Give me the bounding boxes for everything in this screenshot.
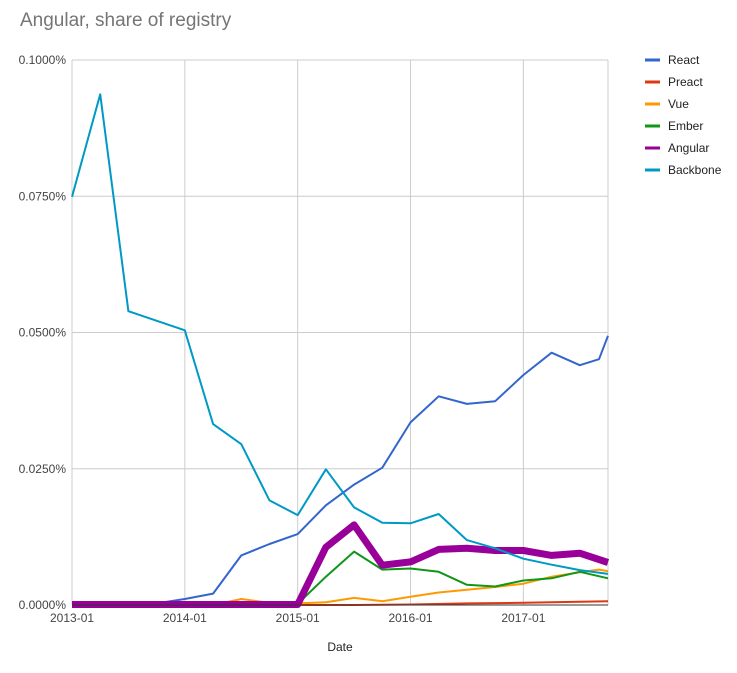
gridlines <box>71 59 609 606</box>
legend-label-vue: Vue <box>668 97 689 111</box>
legend-item-preact[interactable]: Preact <box>645 75 703 89</box>
x-tick-label: 2016-01 <box>389 611 433 625</box>
legend[interactable]: React Preact Vue Ember Angular Backbone <box>645 53 722 177</box>
y-tick-label: 0.0000% <box>19 598 67 612</box>
legend-item-ember[interactable]: Ember <box>645 119 703 133</box>
series-line-react <box>71 335 609 606</box>
x-tick-label: 2013-01 <box>50 611 94 625</box>
series-lines <box>71 93 610 608</box>
legend-item-vue[interactable]: Vue <box>645 97 689 111</box>
x-axis-ticks: 2013-01 2014-01 2015-01 2016-01 2017-01 <box>50 611 546 625</box>
y-tick-label: 0.0750% <box>19 189 67 203</box>
legend-label-preact: Preact <box>668 75 703 89</box>
y-axis-ticks: 0.0000% 0.0250% 0.0500% 0.0750% 0.1000% <box>19 53 67 612</box>
x-tick-label: 2014-01 <box>163 611 207 625</box>
legend-item-backbone[interactable]: Backbone <box>645 163 722 177</box>
x-tick-label: 2017-01 <box>501 611 545 625</box>
legend-label-angular: Angular <box>668 141 709 155</box>
legend-label-react: React <box>668 53 700 67</box>
y-tick-label: 0.1000% <box>19 53 67 67</box>
legend-label-backbone: Backbone <box>668 163 722 177</box>
series-line-backbone <box>71 93 609 575</box>
x-axis-label: Date <box>327 640 353 654</box>
legend-item-angular[interactable]: Angular <box>645 141 709 155</box>
legend-item-react[interactable]: React <box>645 53 700 67</box>
legend-label-ember: Ember <box>668 119 703 133</box>
chart-title: Angular, share of registry <box>20 10 232 31</box>
y-tick-label: 0.0250% <box>19 462 67 476</box>
series-line-angular <box>72 521 610 608</box>
y-tick-label: 0.0500% <box>19 326 67 340</box>
x-tick-label: 2015-01 <box>276 611 320 625</box>
series-line-vue <box>72 568 609 606</box>
